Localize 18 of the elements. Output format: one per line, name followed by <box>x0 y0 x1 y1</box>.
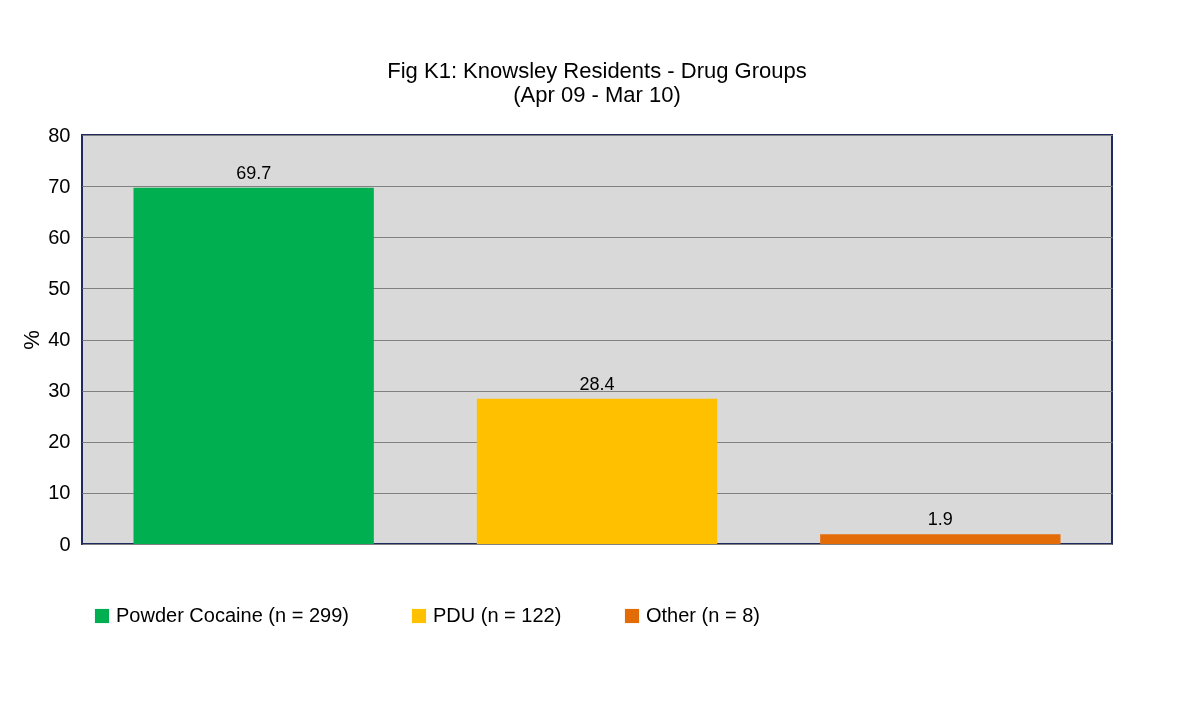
legend-label: Powder Cocaine (n = 299) <box>116 604 349 626</box>
y-tick-label: 10 <box>48 481 71 504</box>
y-tick-label: 50 <box>48 276 71 299</box>
y-tick-label: 20 <box>48 430 71 453</box>
y-tick-label: 80 <box>48 123 71 146</box>
y-tick-label: 60 <box>48 225 71 248</box>
data-label: 28.4 <box>579 373 615 394</box>
y-tick-label: 70 <box>48 174 71 197</box>
chart-title: Fig K1: Knowsley Residents - Drug Groups <box>387 58 807 83</box>
y-axis-title: % <box>19 330 45 350</box>
y-tick-label: 40 <box>48 328 71 350</box>
legend-label: PDU (n = 122) <box>433 604 562 626</box>
chart-subtitle: (Apr 09 - Mar 10) <box>513 82 681 107</box>
legend-label: Other (n = 8) <box>646 604 760 626</box>
data-label: 1.9 <box>927 509 953 530</box>
y-tick-label: 30 <box>48 379 71 402</box>
data-label: 69.7 <box>236 162 272 183</box>
y-tick-label: 0 <box>59 532 71 555</box>
